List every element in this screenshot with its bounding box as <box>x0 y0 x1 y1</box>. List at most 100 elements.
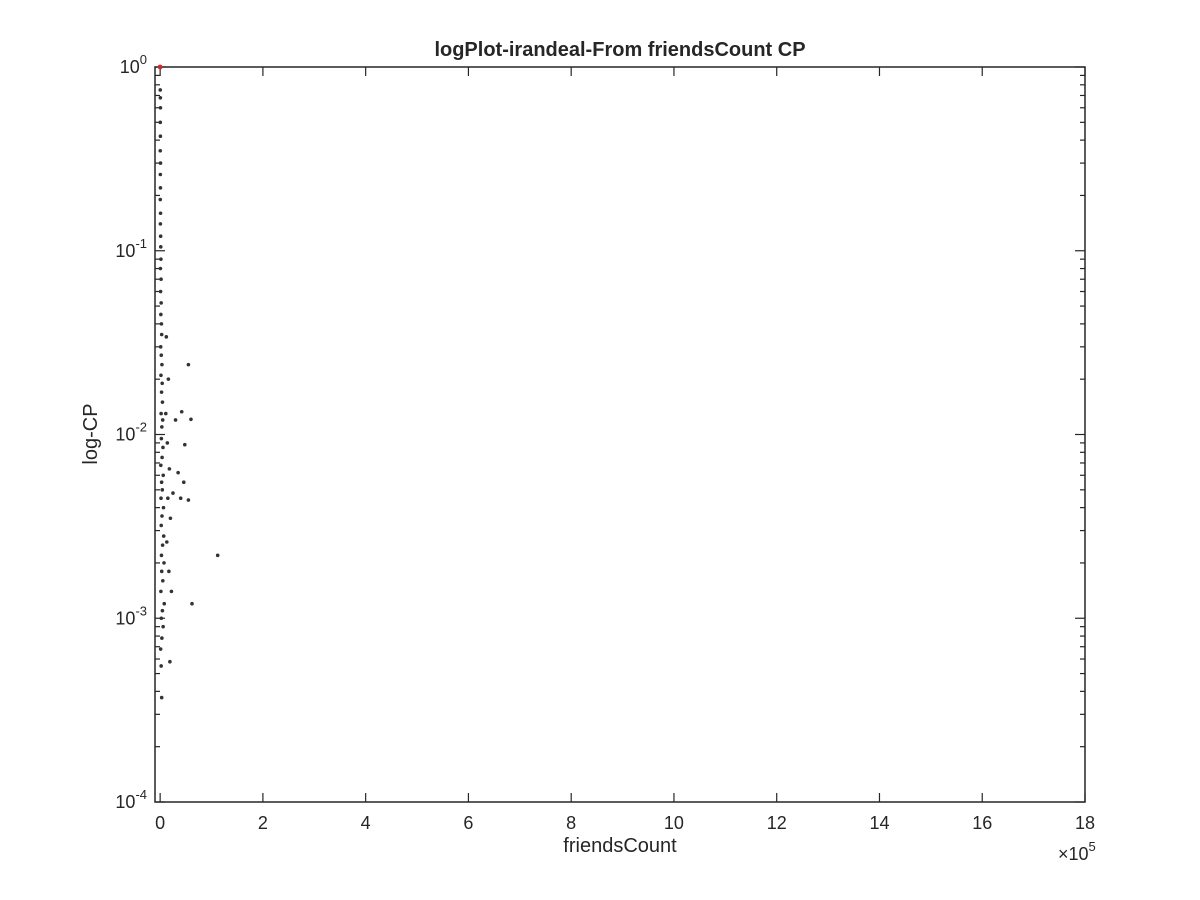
data-point <box>190 601 194 606</box>
data-point <box>159 616 164 621</box>
data-point <box>159 664 163 668</box>
data-point <box>181 480 186 485</box>
x-tick-label: 8 <box>566 813 576 833</box>
data-point <box>158 211 163 216</box>
data-point <box>158 95 163 100</box>
data-point <box>158 222 163 226</box>
data-point <box>161 534 166 538</box>
y-tick-label: 10-3 <box>115 603 147 628</box>
x-multiplier-exponent: 5 <box>1089 839 1096 854</box>
data-point <box>161 505 166 510</box>
data-point <box>159 589 163 594</box>
x-tick-label: 0 <box>155 813 165 833</box>
data-point <box>163 411 168 416</box>
data-point <box>159 257 163 261</box>
x-tick-label: 6 <box>463 813 473 833</box>
data-point <box>160 425 164 429</box>
data-point <box>162 601 167 606</box>
x-tick-label: 14 <box>869 813 889 833</box>
data-point <box>183 442 187 447</box>
data-point <box>159 301 163 305</box>
data-point <box>160 488 165 492</box>
y-tick-label: 100 <box>120 52 147 77</box>
data-point <box>159 480 164 485</box>
data-point <box>160 400 165 404</box>
data-point <box>176 470 180 475</box>
x-tick-label: 4 <box>361 813 371 833</box>
data-point <box>158 266 163 271</box>
data-point <box>159 523 164 528</box>
data-point <box>168 659 172 664</box>
y-tick-label: 10-4 <box>115 787 147 812</box>
highlight-point <box>157 64 163 70</box>
data-point <box>158 105 163 110</box>
x-multiplier-base: ×10 <box>1058 844 1089 864</box>
data-point <box>166 496 170 501</box>
data-point <box>159 277 163 282</box>
data-point <box>215 553 220 558</box>
x-tick-label: 18 <box>1075 813 1095 833</box>
data-point <box>167 569 171 574</box>
data-point <box>160 636 164 640</box>
chart-title: logPlot-irandeal-From friendsCount CP <box>434 39 805 61</box>
data-point <box>161 578 165 583</box>
data-point <box>158 186 163 190</box>
plot-area-frame <box>154 66 1086 803</box>
data-points <box>157 64 220 700</box>
data-point <box>178 496 183 501</box>
data-point <box>160 455 164 460</box>
data-point <box>160 514 164 518</box>
x-axis-label: friendsCount <box>563 835 677 857</box>
data-point <box>159 695 164 700</box>
data-point <box>159 553 164 558</box>
data-point <box>158 120 163 125</box>
data-point <box>158 88 163 92</box>
data-point <box>162 561 166 565</box>
y-axis-ticks: 100 10-1 10-2 10-3 10-4 <box>115 52 1085 812</box>
data-point <box>158 345 163 349</box>
data-point <box>161 473 166 478</box>
data-point <box>158 647 163 651</box>
data-point <box>186 498 191 502</box>
data-point <box>171 491 175 495</box>
y-tick-label: 10-1 <box>115 236 147 261</box>
data-point <box>165 540 169 544</box>
data-point <box>160 418 165 422</box>
x-tick-label: 16 <box>972 813 992 833</box>
data-point <box>168 516 173 521</box>
data-point <box>159 322 164 326</box>
data-point <box>179 409 184 414</box>
data-point <box>158 289 163 294</box>
data-point <box>158 161 163 165</box>
x-axis-multiplier: ×105 <box>1058 839 1096 864</box>
data-point <box>165 441 170 445</box>
data-point <box>159 312 163 317</box>
data-point <box>169 589 174 594</box>
data-point <box>160 543 165 547</box>
x-tick-label: 10 <box>664 813 684 833</box>
x-tick-label: 2 <box>258 813 268 833</box>
data-point <box>159 411 163 416</box>
data-point <box>167 467 172 471</box>
data-point <box>160 362 164 367</box>
data-point <box>158 234 163 239</box>
x-tick-label: 12 <box>767 813 787 833</box>
data-point <box>160 608 165 613</box>
data-point <box>161 624 165 629</box>
x-axis-ticks: 0 2 4 6 8 10 12 14 16 18 <box>155 67 1095 833</box>
data-point <box>159 332 164 337</box>
data-point <box>164 335 169 339</box>
data-point <box>159 390 164 394</box>
data-point <box>158 134 163 139</box>
data-point <box>159 373 163 378</box>
data-point <box>161 445 165 450</box>
data-point <box>158 197 163 202</box>
data-point <box>159 463 163 468</box>
data-point <box>166 377 171 381</box>
y-tick-label: 10-2 <box>115 420 147 445</box>
data-point <box>173 418 178 422</box>
y-axis-label: log-CP <box>80 403 102 464</box>
data-point <box>158 172 163 177</box>
data-point <box>160 381 164 386</box>
